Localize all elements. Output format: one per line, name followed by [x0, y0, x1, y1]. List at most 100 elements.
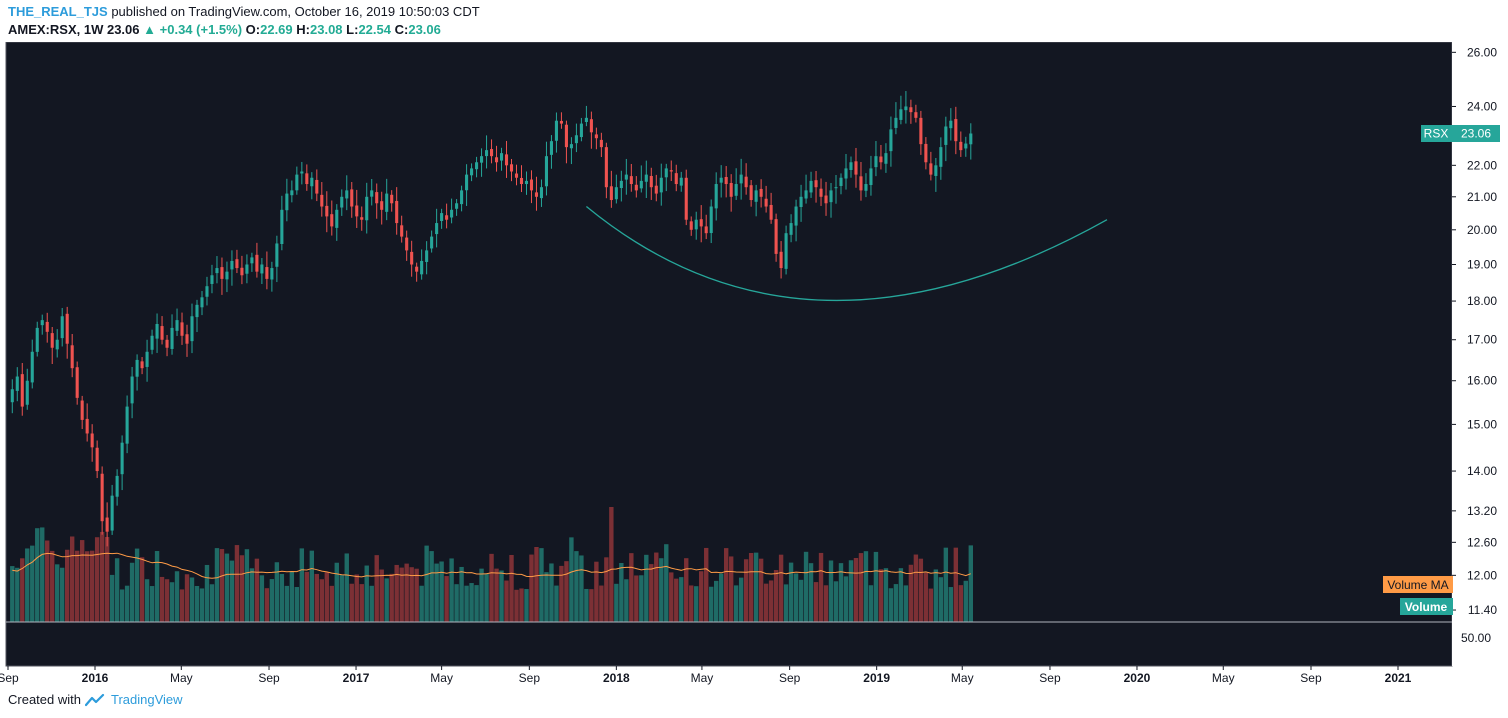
candle-body [405, 237, 409, 251]
volume-bar [619, 562, 624, 622]
price-chart[interactable]: 26.0024.0023.0022.0021.0020.0019.0018.00… [0, 42, 1508, 686]
candle-body [265, 267, 269, 279]
volume-bar [549, 563, 554, 622]
volume-bar [788, 562, 794, 622]
price-tick-label: 12.00 [1467, 568, 1497, 582]
close-value: 23.06 [408, 22, 441, 37]
candle-body [644, 174, 648, 182]
candle-body [420, 260, 424, 275]
published-text: published on TradingView.com, October 16… [111, 4, 480, 19]
candle-body [969, 133, 973, 145]
volume-bar [694, 586, 699, 622]
candle-body [809, 180, 813, 193]
volume-bar [99, 531, 105, 622]
volume-bar [439, 561, 444, 622]
volume-bar [753, 552, 759, 622]
candle-body [310, 177, 314, 187]
candle-body [734, 184, 738, 196]
volume-bar [574, 551, 579, 622]
volume-bar [504, 580, 509, 622]
volume-bar [664, 544, 669, 622]
candle-body [844, 168, 848, 179]
volume-bar [314, 573, 320, 622]
candle-body [160, 326, 164, 340]
volume-bar [60, 567, 65, 622]
volume-bar [883, 568, 889, 622]
author-link[interactable]: THE_REAL_TJS [8, 4, 108, 19]
candle-body [924, 143, 928, 163]
candle-body [509, 164, 514, 172]
candle-body [135, 359, 139, 377]
volume-bar [748, 553, 754, 622]
created-with-text: Created with [8, 692, 81, 707]
candle-body [624, 174, 628, 180]
volume-bar [629, 553, 634, 622]
candle-body [150, 335, 154, 350]
volume-bar [494, 568, 499, 622]
volume-bar [179, 589, 185, 622]
volume-bar [684, 558, 689, 622]
candle-body [954, 119, 958, 142]
candle-body [400, 225, 404, 237]
price-change: +0.34 (+1.5%) [159, 22, 243, 37]
volume-bar [828, 560, 834, 622]
volume-bar [404, 563, 409, 622]
candle-body [410, 251, 414, 265]
candle-body [465, 174, 469, 191]
candle-body [35, 327, 39, 352]
candle-body [499, 153, 504, 161]
candle-body [764, 198, 768, 207]
candle-body [614, 187, 618, 200]
candle-body [390, 194, 394, 204]
price-axis[interactable] [1452, 42, 1508, 666]
volume-bar [164, 579, 170, 622]
volume-bar [709, 586, 714, 622]
candle-body [415, 266, 419, 272]
volume-bar [204, 564, 210, 622]
rounding-bottom-curve[interactable] [585, 205, 1108, 302]
tradingview-brand[interactable]: TradingView [110, 692, 183, 707]
candle-body [494, 157, 499, 163]
volume-bar [114, 558, 120, 622]
time-tick-label: May [951, 671, 974, 685]
candle-body [929, 163, 933, 175]
volume-bar [704, 547, 709, 622]
volume-bar [349, 583, 354, 622]
volume-bar [938, 577, 944, 622]
price-tick-label: 13.20 [1467, 504, 1497, 518]
volume-bar [569, 537, 574, 622]
candle-body [904, 106, 908, 111]
volume-bar [274, 562, 280, 622]
volume-bar [109, 574, 115, 622]
low-label: L: [346, 22, 359, 37]
candle-body [959, 141, 963, 151]
candle-body [529, 179, 534, 191]
change-up-icon: ▲ [143, 22, 157, 37]
candle-body [564, 124, 568, 148]
candle-body [604, 147, 608, 188]
volume-bar [659, 558, 664, 622]
candle-body [694, 219, 698, 230]
volume-bar [624, 579, 629, 622]
candle-body [340, 196, 344, 208]
candle-body [85, 418, 89, 434]
volume-bar [249, 568, 255, 622]
volume-bar [953, 547, 959, 622]
volume-bar [808, 563, 814, 622]
volume-bar [733, 585, 739, 622]
volume-bar [254, 558, 260, 622]
volume-bar [214, 548, 220, 622]
price-tick-label: 24.00 [1467, 99, 1497, 113]
volume-bar [843, 576, 849, 622]
candle-body [709, 206, 713, 234]
candle-body [355, 205, 359, 217]
candle-body [659, 177, 663, 193]
candle-body [864, 184, 868, 191]
volume-bar [319, 579, 324, 622]
price-tick-label: 12.60 [1467, 535, 1497, 549]
candle-body [554, 120, 558, 141]
volume-bar [134, 548, 140, 622]
candle-body [489, 149, 494, 157]
volume-bar [74, 550, 80, 622]
volume-bar [888, 588, 894, 622]
